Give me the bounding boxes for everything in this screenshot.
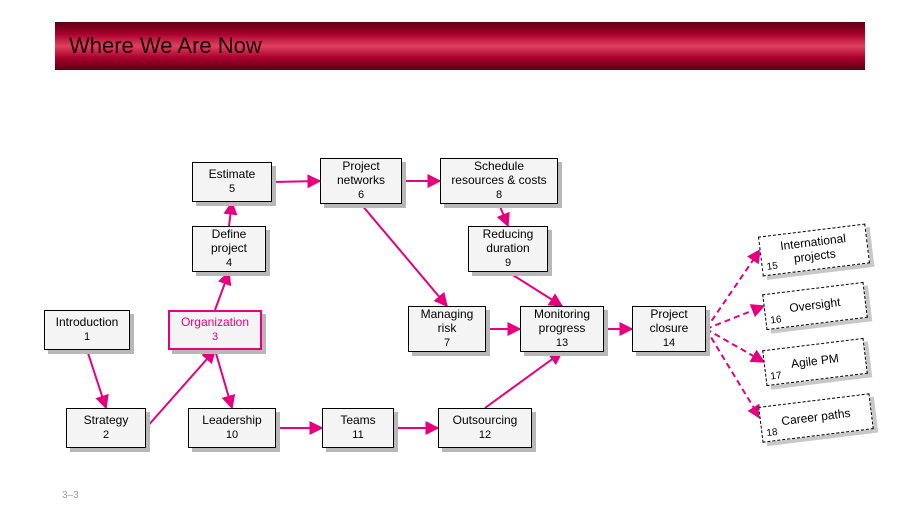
edge-n14-n18 (706, 329, 760, 418)
node-n8: Scheduleresources & costs8 (440, 158, 558, 204)
edge-n12-n13 (485, 352, 562, 408)
node-number: 10 (226, 429, 238, 442)
node-n11: Teams11 (322, 408, 394, 448)
node-number: 16 (770, 314, 782, 327)
node-label: Estimate (209, 168, 256, 182)
node-n16: Oversight 16 (762, 282, 868, 330)
edge-n5-n6 (272, 181, 320, 182)
node-label: Career paths (781, 407, 852, 429)
node-label: Strategy (84, 414, 129, 428)
edge-n3-n10 (215, 350, 232, 408)
node-number: 1 (84, 331, 90, 344)
node-number: 7 (444, 337, 450, 350)
node-label: Leadership (202, 414, 261, 428)
title-text: Where We Are Now (69, 33, 262, 59)
node-label: Managingrisk (421, 308, 474, 336)
node-number: 11 (352, 429, 363, 442)
node-number: 15 (766, 260, 778, 273)
edge-n9-n13 (508, 272, 562, 306)
slide-stage: Where We Are Now Introduction1 Strategy2 O… (0, 0, 920, 518)
node-number: 3 (212, 331, 218, 344)
node-number: 2 (103, 429, 109, 442)
node-number: 14 (663, 337, 675, 350)
node-n15: Internationalprojects15 (758, 224, 870, 277)
node-n12: Outsourcing12 (438, 408, 532, 448)
node-n4: Defineproject4 (192, 226, 266, 272)
title-bar: Where We Are Now (55, 22, 865, 70)
node-number: 8 (496, 189, 502, 202)
node-label: Oversight (789, 296, 842, 316)
edge-n14-n15 (706, 250, 760, 329)
node-number: 9 (505, 257, 511, 270)
node-number: 13 (556, 337, 568, 350)
node-label: Internationalprojects (780, 232, 849, 267)
node-number: 6 (358, 189, 364, 202)
node-number: 17 (770, 370, 782, 383)
node-n10: Leadership10 (188, 408, 276, 448)
node-label: Organization (181, 316, 249, 330)
edge-n8-n9 (499, 204, 508, 226)
node-n13: Monitoringprogress13 (520, 306, 604, 352)
node-label: Monitoringprogress (534, 308, 590, 336)
node-n9: Reducingduration9 (468, 226, 548, 272)
node-n17: Agile PM 17 (762, 338, 868, 386)
node-label: Introduction (56, 316, 119, 330)
page-number: 3–3 (62, 490, 79, 501)
node-number: 5 (229, 183, 235, 196)
edge-n6-n7 (361, 204, 447, 306)
node-n6: Projectnetworks6 (320, 158, 402, 204)
edge-n14-n17 (706, 329, 764, 362)
edge-n14-n16 (706, 306, 764, 329)
node-n2: Strategy2 (66, 408, 146, 448)
edge-n3-n4 (215, 272, 229, 310)
node-n18: Career paths18 (758, 393, 874, 442)
node-n3: Organization3 (168, 310, 262, 350)
node-label: Agile PM (790, 352, 839, 372)
node-label: Reducingduration (483, 228, 534, 256)
node-label: Teams (340, 414, 375, 428)
node-n5: Estimate5 (192, 162, 272, 202)
node-number: 4 (226, 257, 232, 270)
node-number: 18 (766, 426, 778, 439)
node-label: Projectclosure (650, 308, 689, 336)
node-n1: Introduction1 (44, 310, 130, 350)
edge-n4-n5 (229, 202, 232, 226)
node-label: Outsourcing (453, 414, 518, 428)
node-n14: Projectclosure14 (632, 306, 706, 352)
node-label: Defineproject (211, 228, 247, 256)
node-label: Scheduleresources & costs (451, 160, 546, 188)
edge-n1-n2 (87, 350, 106, 408)
node-number: 12 (479, 429, 491, 442)
node-label: Projectnetworks (337, 160, 385, 188)
node-n7: Managingrisk7 (408, 306, 486, 352)
